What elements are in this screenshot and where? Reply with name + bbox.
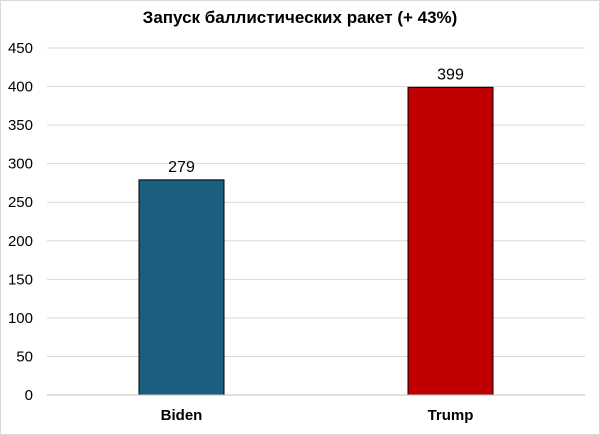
y-tick-label: 150: [8, 271, 33, 288]
y-tick-label: 0: [25, 387, 33, 404]
data-labels: 279 399: [168, 66, 464, 176]
y-tick-label: 250: [8, 194, 33, 211]
category-label-biden: Biden: [161, 407, 203, 424]
y-axis-tick-labels: 0 50 100 150 200 250 300 350 400 450: [8, 40, 33, 404]
y-tick-label: 300: [8, 156, 33, 173]
gridlines: [47, 47, 585, 357]
y-tick-label: 350: [8, 117, 33, 134]
y-tick-label: 200: [8, 233, 33, 250]
data-label-trump: 399: [437, 66, 464, 83]
bars: [138, 86, 494, 396]
y-tick-label: 50: [16, 348, 33, 365]
x-axis-category-labels: Biden Trump: [161, 407, 474, 424]
y-tick-label: 450: [8, 40, 33, 57]
y-tick-label: 100: [8, 310, 33, 327]
data-label-biden: 279: [168, 159, 195, 176]
bar-trump: [407, 86, 494, 396]
y-tick-label: 400: [8, 79, 33, 96]
bar-biden: [138, 179, 225, 396]
chart-title: Запуск баллистических ракет (+ 43%): [142, 8, 458, 27]
category-label-trump: Trump: [428, 407, 474, 424]
